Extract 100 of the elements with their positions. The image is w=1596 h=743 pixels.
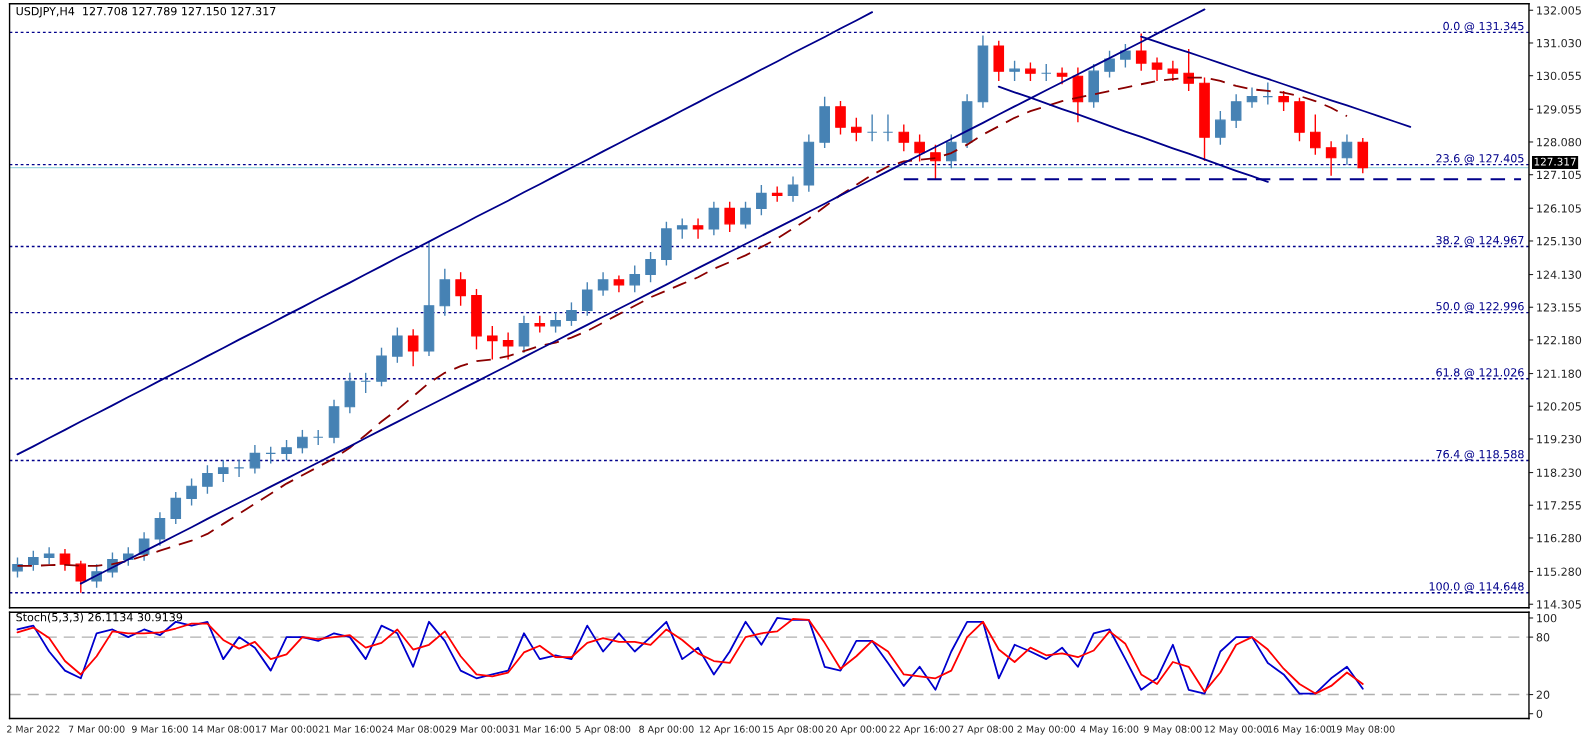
x-tick-label: 4 May 16:00: [1080, 725, 1139, 735]
candlestick: [692, 217, 704, 240]
candlestick: [835, 100, 846, 136]
y-tick-label: 131.030: [1537, 38, 1582, 48]
y-tick-label: 122.180: [1537, 335, 1582, 345]
candlestick: [154, 511, 166, 547]
candlestick: [597, 271, 609, 297]
y-tick-label: 121.180: [1537, 369, 1582, 378]
candlestick: [75, 560, 87, 594]
y-tick-label: 0: [1536, 709, 1543, 719]
candlestick: [502, 331, 514, 361]
y-tick-label: 123.155: [1537, 303, 1581, 312]
candlestick: [59, 548, 71, 572]
x-tick-label: 27 Apr 08:00: [952, 725, 1014, 735]
candlestick: [1056, 66, 1068, 85]
y-tick-label: 20: [1536, 690, 1550, 699]
x-tick-label: 12 May 00:00: [1204, 725, 1268, 735]
candlestick: [1167, 60, 1179, 82]
candlestick: [1215, 110, 1226, 146]
ref-line-label: 50.0 @ 122.996: [1436, 302, 1524, 313]
x-tick-label: 19 May 08:00: [1331, 725, 1395, 735]
x-tick-label: 24 Mar 08:00: [382, 725, 445, 733]
candlestick: [1310, 113, 1321, 156]
candlestick: [629, 264, 641, 294]
y-tick-label: 100: [1537, 613, 1557, 623]
candlestick: [138, 531, 150, 562]
candlestick: [708, 201, 720, 236]
y-tick-label: 120.205: [1537, 402, 1581, 411]
candlestick: [930, 143, 941, 180]
candlestick: [202, 464, 213, 495]
candlestick: [756, 184, 767, 216]
candlestick: [898, 123, 910, 153]
candlestick: [1325, 140, 1337, 177]
candlestick: [581, 281, 593, 317]
candlestick: [1120, 43, 1131, 69]
candlestick: [455, 271, 466, 307]
x-tick-label: 2 May 00:00: [1017, 725, 1075, 735]
y-tick-label: 124.130: [1537, 270, 1582, 279]
y-tick-label: 115.280: [1537, 567, 1582, 576]
candlestick: [1104, 50, 1115, 79]
x-tick-label: 31 Mar 16:00: [508, 725, 571, 733]
candlestick: [518, 315, 530, 354]
candlestick: [297, 429, 308, 455]
candlestick: [43, 546, 55, 565]
x-tick-label: 14 Mar 08:00: [192, 725, 255, 733]
y-tick-label: 126.105: [1537, 204, 1581, 213]
candlestick: [360, 372, 371, 394]
x-tick-label: 9 Mar 16:00: [132, 725, 188, 733]
ref-line-label: 100.0 @ 114.648: [1429, 582, 1524, 593]
x-tick-label: 5 Apr 08:00: [576, 725, 631, 735]
x-tick-label: 7 Mar 00:00: [68, 725, 125, 733]
candlestick: [914, 133, 925, 163]
x-tick-label: 22 Apr 16:00: [889, 725, 950, 735]
candlestick: [1246, 86, 1258, 109]
candlestick: [486, 325, 498, 361]
candlestick: [550, 311, 561, 334]
y-tick-label: 127.105: [1537, 170, 1581, 180]
y-tick-label: 119.230: [1537, 434, 1582, 444]
candlestick: [740, 201, 751, 230]
y-tick-label: 132.005: [1537, 6, 1581, 15]
x-tick-label: 21 Mar 16:00: [319, 725, 381, 733]
candlestick: [1151, 56, 1163, 82]
x-tick-label: 16 May 16:00: [1268, 725, 1332, 735]
candlestick: [945, 133, 957, 169]
candlestick: [1278, 90, 1289, 112]
chart-title: USDJPY,H4 127.708 127.789 127.150 127.317: [16, 6, 276, 18]
y-tick-label: 117.255: [1537, 501, 1581, 510]
candlestick: [407, 328, 419, 367]
candlestick: [233, 459, 245, 478]
candlestick: [676, 217, 688, 240]
candlestick: [1341, 133, 1353, 166]
ref-line-label: 61.8 @ 121.026: [1436, 368, 1524, 379]
candlestick: [1135, 32, 1147, 72]
candlestick: [1025, 61, 1036, 82]
x-tick-label: 15 Apr 08:00: [763, 725, 824, 735]
y-tick-label: 80: [1536, 633, 1550, 642]
candlestick: [882, 113, 894, 143]
y-tick-label: 125.130: [1537, 236, 1582, 246]
x-tick-label: 29 Mar 00:00: [445, 725, 508, 733]
ref-line-label: 0.0 @ 131.345: [1443, 21, 1524, 33]
candlestick: [851, 117, 862, 143]
ref-line-label: 127.317: [1534, 157, 1576, 166]
y-tick-label: 129.055: [1537, 105, 1581, 114]
ref-line-label: 23.6 @ 127.405: [1436, 154, 1524, 165]
candlestick: [771, 185, 783, 203]
candlestick: [249, 444, 261, 475]
x-tick-label: 20 Apr 00:00: [826, 725, 887, 735]
candlestick: [392, 326, 403, 364]
candlestick: [566, 301, 577, 327]
candlestick: [724, 201, 736, 233]
x-tick-label: 17 Mar 00:00: [256, 725, 318, 733]
candlestick: [1262, 81, 1274, 106]
candlestick: [1183, 48, 1194, 92]
candlestick: [787, 175, 799, 203]
candlestick: [1009, 60, 1020, 82]
candlestick: [170, 491, 182, 525]
candlestick: [186, 477, 197, 507]
ref-line-label: 38.2 @ 124.967: [1436, 235, 1524, 247]
chart-title: Stoch(5,3,3) 26.1134 30.9139: [16, 612, 183, 623]
ref-line-label: 76.4 @ 118.588: [1436, 449, 1524, 461]
